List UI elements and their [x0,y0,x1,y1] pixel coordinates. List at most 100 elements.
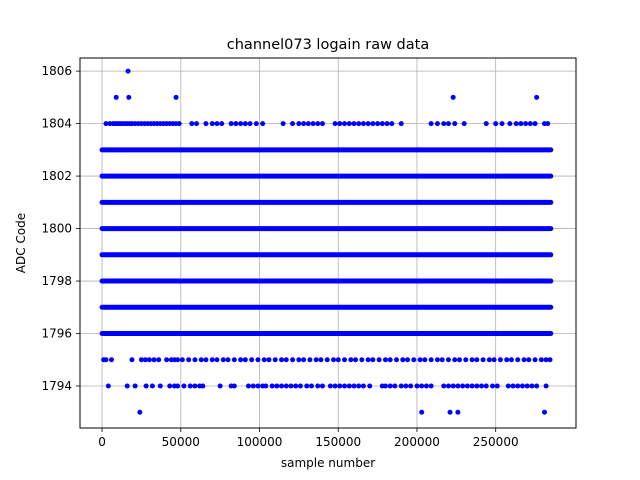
data-point [353,357,359,363]
data-point [441,383,447,389]
data-point [203,357,209,363]
data-point [301,357,307,363]
data-point [348,357,354,363]
data-point [279,357,285,363]
data-point [411,357,417,363]
data-point [250,383,256,389]
data-point [494,383,500,389]
data-point [469,383,475,389]
data-point [332,383,338,389]
data-point [445,121,451,127]
data-point [351,383,357,389]
x-tick-label: 250000 [473,435,519,449]
data-point [452,121,458,127]
data-point [231,357,237,363]
data-point [521,357,527,363]
data-point [255,357,261,363]
data-point [255,383,261,389]
data-point [356,121,362,127]
data-point [301,121,307,127]
data-point [203,121,209,127]
y-tick-label: 1794 [41,379,72,393]
data-point [108,357,114,363]
data-point [238,357,244,363]
data-point [474,357,480,363]
data-point [382,383,388,389]
data-point [419,409,425,415]
data-point [146,357,152,363]
data-point [405,357,411,363]
y-tick-label: 1806 [41,64,72,78]
data-point [175,383,181,389]
y-tick-label: 1800 [41,222,72,236]
data-point [157,383,163,389]
data-point [389,121,395,127]
data-point [310,121,316,127]
data-point [360,383,366,389]
y-tick-label: 1802 [41,169,72,183]
data-point [151,357,157,363]
data-point [382,357,388,363]
data-point [217,383,223,389]
data-point [428,357,434,363]
data-point [543,357,549,363]
data-point [313,357,319,363]
data-point [200,383,206,389]
data-point [307,357,313,363]
data-point [198,357,204,363]
data-point [515,383,521,389]
data-point [214,357,220,363]
data-point [332,121,338,127]
data-point [414,383,420,389]
data-point [351,121,357,127]
data-point [290,357,296,363]
data-point [542,409,548,415]
data-point [370,357,376,363]
y-axis-label: ADC Code [14,213,28,273]
data-point [304,383,310,389]
data-point [403,383,409,389]
data-point [505,383,511,389]
data-point [113,94,119,100]
data-point [245,383,251,389]
data-point [474,383,480,389]
data-point [319,383,325,389]
y-tick-label: 1798 [41,274,72,288]
data-point [105,383,111,389]
data-point [126,94,132,100]
data-point [315,383,321,389]
data-point [445,357,451,363]
data-point [272,357,278,363]
data-point [507,121,513,127]
data-point [318,357,324,363]
data-point [483,121,489,127]
data-point [497,357,503,363]
data-point [526,357,532,363]
data-point [238,121,244,127]
data-point [367,383,373,389]
data-point [308,383,314,389]
data-point [461,121,467,127]
data-point [242,121,248,127]
data-point [510,383,516,389]
data-point [538,357,544,363]
data-point [460,383,466,389]
data-point [434,121,440,127]
data-point [194,121,200,127]
data-point [220,357,226,363]
data-point [545,121,551,127]
data-point [455,409,461,415]
data-point [450,383,456,389]
data-point [156,357,162,363]
data-point [360,121,366,127]
data-point [288,383,294,389]
data-point [164,357,170,363]
data-point [297,383,303,389]
data-point [529,383,535,389]
data-point [342,121,348,127]
data-point [346,383,352,389]
data-point [356,383,362,389]
data-point [247,121,253,127]
data-point [260,121,266,127]
